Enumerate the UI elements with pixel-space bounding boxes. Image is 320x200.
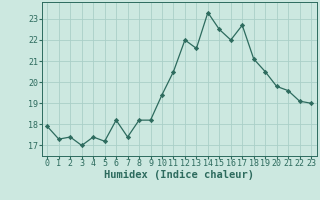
X-axis label: Humidex (Indice chaleur): Humidex (Indice chaleur) bbox=[104, 170, 254, 180]
